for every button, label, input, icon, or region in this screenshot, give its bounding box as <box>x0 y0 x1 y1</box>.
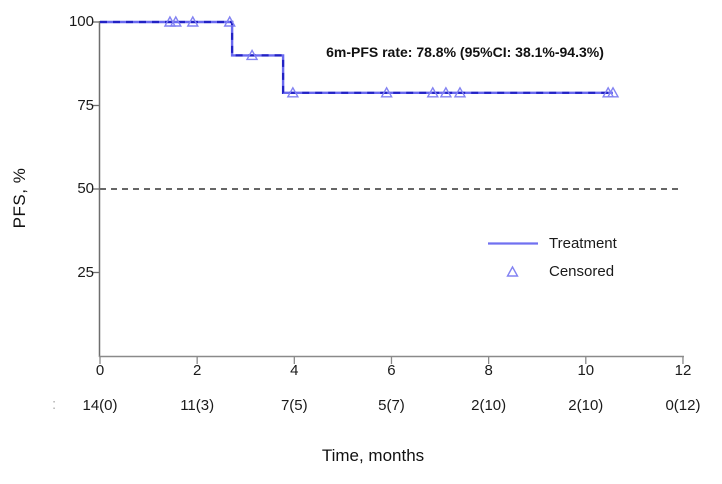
censor-mark <box>426 86 439 98</box>
censor-mark <box>453 86 467 98</box>
x-tick-label: 0 <box>95 362 105 379</box>
censor-mark <box>380 86 393 98</box>
censor-mark <box>439 86 453 98</box>
x-tick-label: 2 <box>192 362 202 379</box>
censor-mark <box>186 15 199 27</box>
x-tick-label: 12 <box>674 362 692 379</box>
x-tick-label: 4 <box>290 362 299 379</box>
censor-mark <box>286 86 300 98</box>
y-axis-title: PFS, % <box>10 167 29 229</box>
number-at-risk-value: 11(3) <box>180 397 215 414</box>
censor-mark <box>245 48 259 61</box>
risk-row-prefix: : <box>52 396 57 413</box>
x-tick-label: 6 <box>387 362 396 379</box>
censor-mark <box>169 15 182 27</box>
legend-label-treatment: Treatment <box>549 235 617 252</box>
y-tick-label: 100 <box>68 13 94 30</box>
number-at-risk-value: 0(12) <box>665 397 701 414</box>
number-at-risk-value: 14(0) <box>82 397 118 414</box>
y-tick-label: 75 <box>77 96 94 114</box>
number-at-risk-value: 5(7) <box>378 397 405 414</box>
legend-censor-sample <box>506 265 519 277</box>
censor-mark <box>163 15 177 27</box>
x-tick-label: 8 <box>484 362 493 379</box>
number-at-risk-value: 7(5) <box>280 397 308 414</box>
censor-mark <box>606 86 620 98</box>
number-at-risk-value: 2(10) <box>471 397 507 414</box>
y-tick-label: 50 <box>77 180 94 197</box>
censor-mark <box>223 15 236 27</box>
y-tick-label: 25 <box>77 263 94 281</box>
number-at-risk-value: 2(10) <box>568 397 604 414</box>
pfs-rate-annotation: 6m-PFS rate: 78.8% (95%CI: 38.1%-94.3%) <box>326 44 604 60</box>
x-axis-title: Time, months <box>321 446 425 465</box>
legend-label-censored: Censored <box>549 263 615 280</box>
treatment-curve <box>100 20 613 94</box>
x-tick-label: 10 <box>577 362 595 379</box>
